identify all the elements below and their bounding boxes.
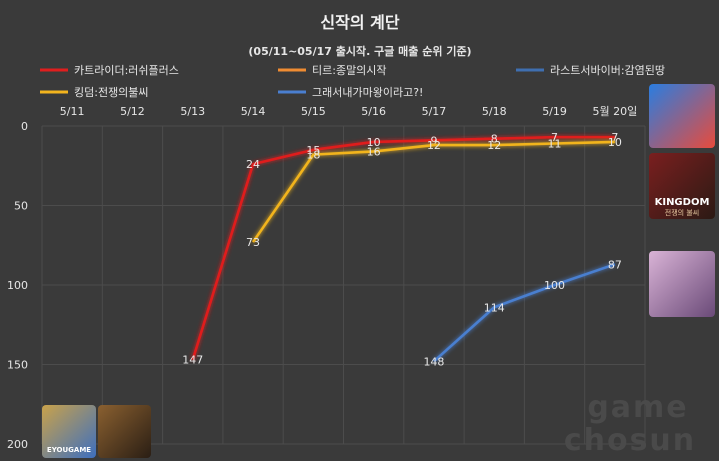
- y-tick-1: 50: [14, 200, 28, 213]
- legend-label-4: 그래서내가마왕이라고?!: [312, 86, 423, 99]
- series-3: 73 18 16 12 12 11 10: [246, 136, 622, 249]
- series-line-4: [433, 263, 616, 363]
- data-label-0-5: 8: [491, 133, 498, 146]
- legend-label-3: 킹덤:전쟁의불씨: [74, 86, 149, 99]
- x-tick-5: 5/16: [361, 105, 386, 118]
- series-line-0: [191, 135, 615, 361]
- kingdom-thumb-sublabel: 전쟁의 불씨: [665, 208, 699, 217]
- data-label-3-6: 10: [608, 136, 622, 149]
- data-label-4-2: 100: [544, 279, 565, 292]
- y-tick-3: 150: [7, 359, 28, 372]
- series-line-3: [251, 140, 615, 243]
- series-4: 148 114 100 87: [423, 258, 621, 368]
- watermark: game chosun: [564, 390, 696, 458]
- data-label-3-5: 11: [548, 137, 562, 150]
- data-label-4-1: 114: [484, 301, 505, 314]
- chart-subtitle: (05/11~05/17 출시작. 구글 매출 순위 기준): [248, 44, 471, 58]
- x-tick-2: 5/13: [180, 105, 205, 118]
- legend-label-1: 티르:종말의시작: [312, 64, 387, 77]
- data-label-3-4: 12: [487, 139, 501, 152]
- kingdom-thumb-bg: [649, 153, 715, 219]
- y-tick-0: 0: [21, 120, 28, 133]
- grid: [41, 125, 646, 445]
- kartrider-thumb: [649, 84, 715, 148]
- tir-thumb-label: EYOUGAME: [47, 446, 91, 454]
- data-label-0-6: 7: [551, 131, 558, 144]
- x-tick-7: 5/18: [482, 105, 507, 118]
- data-label-0-3: 10: [367, 136, 381, 149]
- lastsurvivor-thumb: [98, 405, 151, 458]
- x-tick-0: 5/11: [60, 105, 85, 118]
- data-label-0-1: 24: [246, 158, 260, 171]
- x-tick-9: 5월 20일: [592, 104, 637, 118]
- x-tick-8: 5/19: [542, 105, 567, 118]
- data-label-3-2: 16: [367, 145, 381, 158]
- x-tick-4: 5/15: [301, 105, 326, 118]
- data-label-0-0: 147: [182, 354, 203, 367]
- maou-thumb: [649, 251, 715, 317]
- data-label-0-4: 9: [430, 134, 437, 147]
- data-label-4-3: 87: [608, 258, 622, 271]
- legend-label-2: 라스트서바이버:감염된땅: [550, 64, 665, 77]
- kartrider-thumb-bg: [649, 84, 715, 148]
- x-axis: 5/11 5/12 5/13 5/14 5/15 5/16 5/17 5/18 5/19 5월 2…: [60, 104, 637, 118]
- data-label-0-7: 7: [611, 131, 618, 144]
- maou-thumb-bg: [649, 251, 715, 317]
- data-label-4-0: 148: [423, 355, 444, 368]
- x-tick-1: 5/12: [120, 105, 145, 118]
- lastsurvivor-thumb-bg: [98, 405, 151, 458]
- y-tick-4: 200: [7, 438, 28, 451]
- tir-thumb: EYOUGAME: [42, 405, 96, 458]
- watermark-game: game: [587, 390, 688, 425]
- y-axis: 0 50 100 150 200: [7, 120, 28, 451]
- data-label-3-0: 73: [246, 236, 260, 249]
- data-label-3-3: 12: [427, 139, 441, 152]
- kingdom-thumb-label: KINGDOM: [655, 197, 710, 208]
- data-label-3-1: 18: [306, 149, 320, 162]
- tir-thumb-bg: [42, 405, 96, 458]
- x-tick-3: 5/14: [241, 105, 266, 118]
- x-tick-6: 5/17: [422, 105, 447, 118]
- watermark-chosun: chosun: [564, 423, 696, 458]
- chart-title: 신작의 계단: [320, 13, 399, 32]
- legend-label-0: 카트라이더:러쉬플러스: [74, 64, 179, 77]
- y-tick-2: 100: [7, 279, 28, 292]
